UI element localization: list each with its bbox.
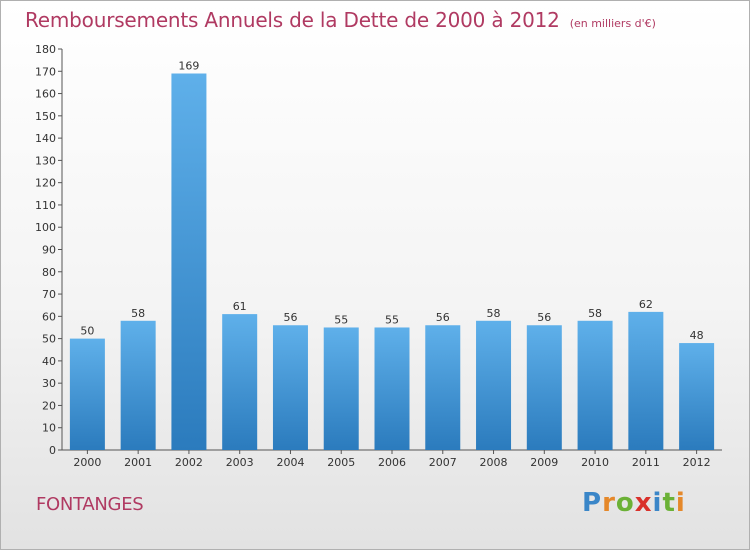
x-tick-label-2000: 2000 [73, 456, 101, 469]
logo-letter: r [602, 488, 616, 518]
y-tick-label: 70 [42, 288, 56, 301]
commune-name: FONTANGES [36, 494, 144, 515]
y-tick-label: 120 [35, 177, 56, 190]
x-tick-label-2003: 2003 [226, 456, 254, 469]
y-tick-label: 50 [42, 333, 56, 346]
y-tick-label: 170 [35, 65, 56, 78]
data-label-2010: 58 [588, 307, 602, 320]
bar-2003 [222, 314, 258, 450]
data-label-2007: 56 [436, 311, 450, 324]
logo-letter: x [634, 488, 653, 518]
x-tick-label-2005: 2005 [327, 456, 355, 469]
x-tick-label-2010: 2010 [581, 456, 609, 469]
x-tick-label-2007: 2007 [429, 456, 457, 469]
data-label-2006: 55 [385, 313, 399, 326]
y-tick-label: 90 [42, 244, 56, 257]
y-tick-label: 160 [35, 88, 56, 101]
logo-letter: o [615, 488, 635, 518]
bar-2001 [120, 320, 156, 450]
bar-2010 [577, 320, 613, 450]
data-label-2009: 56 [537, 311, 551, 324]
y-tick-label: 150 [35, 110, 56, 123]
logo-letter: i [675, 488, 686, 518]
bar-2006 [374, 327, 410, 450]
y-tick-label: 10 [42, 422, 56, 435]
data-label-2002: 169 [178, 60, 199, 73]
x-axis: 2000 2001 2002 2003 2004 2005 2006 2007 2008 2009… [62, 449, 722, 469]
x-tick-label-2011: 2011 [632, 456, 660, 469]
data-label-2003: 61 [233, 300, 247, 313]
y-tick-label: 20 [42, 399, 56, 412]
data-label-2008: 58 [487, 307, 501, 320]
data-label-2011: 62 [639, 298, 653, 311]
logo-letter: i [652, 488, 663, 518]
bar-2011 [628, 311, 664, 450]
y-tick-label: 80 [42, 266, 56, 279]
bars [69, 73, 715, 450]
y-tick-label: 180 [35, 43, 56, 56]
x-tick-label-2012: 2012 [683, 456, 711, 469]
bar-2005 [323, 327, 359, 450]
y-tick-label: 60 [42, 310, 56, 323]
bar-2002 [171, 73, 207, 450]
bar-2009 [526, 325, 562, 450]
y-tick-label: 30 [42, 377, 56, 390]
bar-2012 [679, 343, 715, 450]
data-label-2004: 56 [283, 311, 297, 324]
y-tick-label: 110 [35, 199, 56, 212]
x-tick-label-2009: 2009 [530, 456, 558, 469]
y-tick-label: 100 [35, 221, 56, 234]
bar-2000 [69, 338, 105, 450]
y-tick-label: 140 [35, 132, 56, 145]
data-label-2005: 55 [334, 313, 348, 326]
chart-title-main: Remboursements Annuels de la Dette de 20… [25, 8, 560, 32]
x-tick-label-2001: 2001 [124, 456, 152, 469]
x-tick-label-2008: 2008 [480, 456, 508, 469]
y-tick-label: 40 [42, 355, 56, 368]
chart-title: Remboursements Annuels de la Dette de 20… [25, 8, 656, 32]
data-labels: 50 58 169 61 56 55 55 56 58 56 58 62 48 [80, 60, 703, 343]
proxiti-logo: Proxiti [582, 488, 686, 518]
logo-letter: t [662, 488, 676, 518]
logo-letter: P [582, 488, 603, 518]
x-tick-label-2002: 2002 [175, 456, 203, 469]
y-axis: 0 10 20 30 40 50 60 70 80 90 100 110 120 130 140 150 160… [35, 43, 63, 457]
x-tick-label-2006: 2006 [378, 456, 406, 469]
bar-2008 [476, 320, 512, 450]
data-label-2000: 50 [80, 325, 94, 338]
y-tick-label: 0 [49, 444, 56, 457]
data-label-2001: 58 [131, 307, 145, 320]
data-label-2012: 48 [690, 329, 704, 342]
x-tick-label-2004: 2004 [276, 456, 304, 469]
bar-2007 [425, 325, 461, 450]
bar-2004 [272, 325, 308, 450]
y-tick-label: 130 [35, 154, 56, 167]
chart-title-unit: (en milliers d'€) [569, 17, 656, 30]
